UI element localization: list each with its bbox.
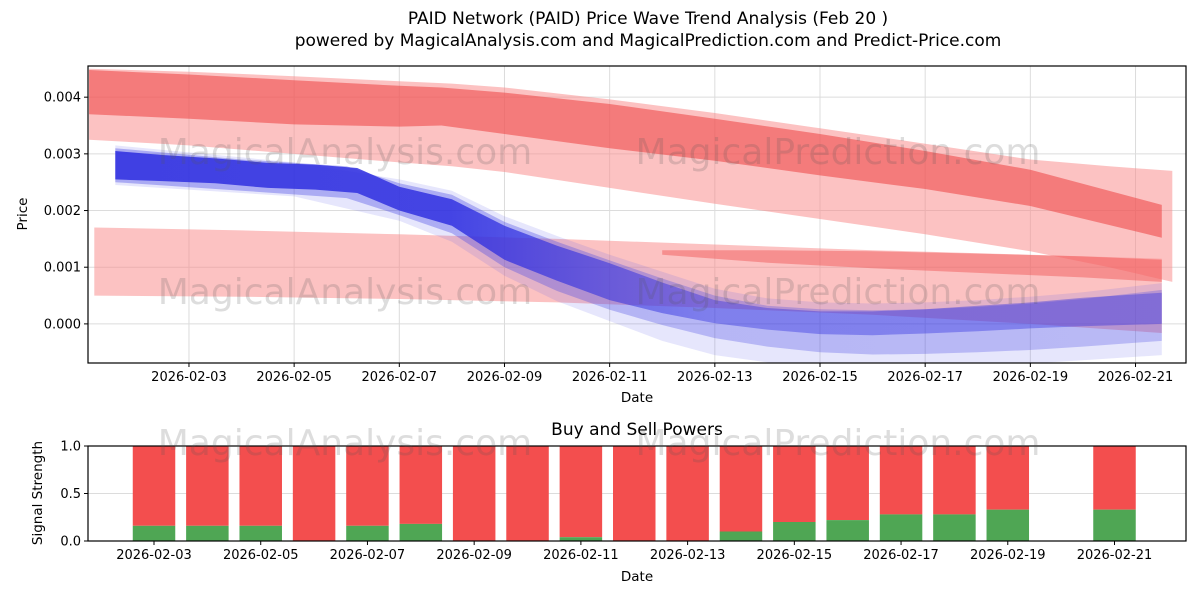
date-tick-label: 2026-02-11 xyxy=(572,370,648,385)
date-tick-label: 2026-02-15 xyxy=(782,370,858,385)
buy-bar-2026-02-18 xyxy=(933,514,976,541)
top-tick-labels: 0.000 0.001 0.002 0.003 0.004 2026-02-03 2026-… xyxy=(44,91,1174,385)
sell-bar-2026-02-21 xyxy=(1093,446,1136,510)
date-tick-label: 2026-02-21 xyxy=(1098,370,1174,385)
watermark-magicalprediction: MagicalPrediction.com xyxy=(636,132,1041,173)
sell-bar-2026-02-16 xyxy=(826,446,869,521)
band-price-wave-core xyxy=(115,151,1162,336)
buy-bar-2026-02-14 xyxy=(719,531,763,541)
top-plot-border xyxy=(87,65,1187,364)
buy-bar-2026-02-15 xyxy=(773,522,816,541)
buy-bar-2026-02-03 xyxy=(132,525,176,541)
watermark-magicalprediction: MagicalPrediction.com xyxy=(636,423,1041,464)
date-tick-label: 2026-02-03 xyxy=(151,370,227,385)
price-tick-label: 0.000 xyxy=(44,317,81,332)
sell-bar-2026-02-13 xyxy=(666,446,709,541)
buy-sell-powers-title: Buy and Sell Powers xyxy=(551,420,723,440)
price-tick-label: 0.002 xyxy=(44,204,81,219)
date-tick-label: 2026-02-13 xyxy=(677,370,753,385)
date-tick-label: 2026-02-03 xyxy=(116,548,192,563)
sell-bar-2026-02-04 xyxy=(186,446,229,526)
date-tick-label: 2026-02-09 xyxy=(467,370,543,385)
signal-strength-axis-label: Signal Strength xyxy=(30,440,46,546)
date-tick-label: 2026-02-09 xyxy=(436,548,512,563)
page-title: PAID Network (PAID) Price Wave Trend Ana… xyxy=(407,9,889,29)
date-tick-label: 2026-02-07 xyxy=(362,370,438,385)
top-date-axis-label: Date xyxy=(620,390,654,406)
date-tick-label: 2026-02-21 xyxy=(1077,548,1153,563)
buy-bar-2026-02-04 xyxy=(186,525,229,541)
date-tick-label: 2026-02-17 xyxy=(887,370,963,385)
buy-bar-2026-02-05 xyxy=(239,525,282,541)
date-tick-label: 2026-02-17 xyxy=(863,548,939,563)
buy-bar-2026-02-21 xyxy=(1093,509,1136,541)
date-tick-label: 2026-02-07 xyxy=(330,548,406,563)
strength-tick-label: 0.0 xyxy=(60,535,81,550)
date-tick-label: 2026-02-19 xyxy=(993,370,1069,385)
power-bars xyxy=(132,446,1136,541)
date-tick-label: 2026-02-05 xyxy=(256,370,332,385)
date-tick-label: 2026-02-13 xyxy=(650,548,726,563)
sell-bar-2026-02-15 xyxy=(773,446,816,522)
sell-bar-2026-02-10 xyxy=(506,446,549,541)
price-wave-chart: 0.000 0.001 0.002 0.003 0.004 2026-02-03 2026-… xyxy=(44,65,1187,385)
band-upper-envelope-core xyxy=(89,70,1162,238)
sell-bar-2026-02-06 xyxy=(292,446,336,541)
sell-bar-2026-02-07 xyxy=(346,446,389,526)
sell-bar-2026-02-14 xyxy=(719,446,763,532)
sell-bar-2026-02-03 xyxy=(132,446,176,526)
sell-bar-2026-02-18 xyxy=(933,446,976,515)
watermark-magicalprediction: MagicalPrediction.com xyxy=(636,272,1041,313)
watermark-magicalanalysis: MagicalAnalysis.com xyxy=(158,423,532,464)
strength-tick-label: 1.0 xyxy=(60,440,81,455)
sell-bar-2026-02-08 xyxy=(399,446,443,524)
buy-bar-2026-02-19 xyxy=(986,509,1030,541)
buy-bar-2026-02-07 xyxy=(346,525,389,541)
page-subtitle: powered by MagicalAnalysis.com and Magic… xyxy=(294,31,1002,51)
watermark-magicalanalysis: MagicalAnalysis.com xyxy=(158,132,532,173)
watermarks: MagicalAnalysis.com MagicalPrediction.com… xyxy=(158,132,1041,464)
strength-tick-label: 0.5 xyxy=(60,487,81,502)
trend-bands xyxy=(89,68,1173,363)
buy-bar-2026-02-16 xyxy=(826,520,869,541)
bottom-tick-labels: 0.0 0.5 1.0 2026-02-03 2026-02-05 2026-02-07 2… xyxy=(60,440,1152,564)
sell-bar-2026-02-17 xyxy=(879,446,923,515)
price-tick-label: 0.004 xyxy=(44,91,81,106)
date-tick-label: 2026-02-11 xyxy=(543,548,619,563)
buy-bar-2026-02-08 xyxy=(399,523,443,541)
date-tick-label: 2026-02-15 xyxy=(757,548,833,563)
price-tick-label: 0.003 xyxy=(44,147,81,162)
date-tick-label: 2026-02-05 xyxy=(223,548,299,563)
buy-sell-powers-chart: 0.0 0.5 1.0 2026-02-03 2026-02-05 2026-02-07 2… xyxy=(60,440,1187,564)
price-tick-label: 0.001 xyxy=(44,261,81,276)
buy-bar-2026-02-11 xyxy=(559,537,603,541)
sell-bar-2026-02-12 xyxy=(613,446,656,541)
date-tick-label: 2026-02-19 xyxy=(970,548,1046,563)
sell-bar-2026-02-05 xyxy=(239,446,282,526)
buy-bar-2026-02-17 xyxy=(879,514,923,541)
band-lower-envelope-core xyxy=(662,250,1162,282)
sell-bar-2026-02-19 xyxy=(986,446,1030,510)
sell-bar-2026-02-09 xyxy=(452,446,496,541)
sell-bar-2026-02-11 xyxy=(559,446,603,538)
bottom-date-axis-label: Date xyxy=(620,569,654,585)
watermark-magicalanalysis: MagicalAnalysis.com xyxy=(158,272,532,313)
price-axis-label: Price xyxy=(15,197,31,231)
